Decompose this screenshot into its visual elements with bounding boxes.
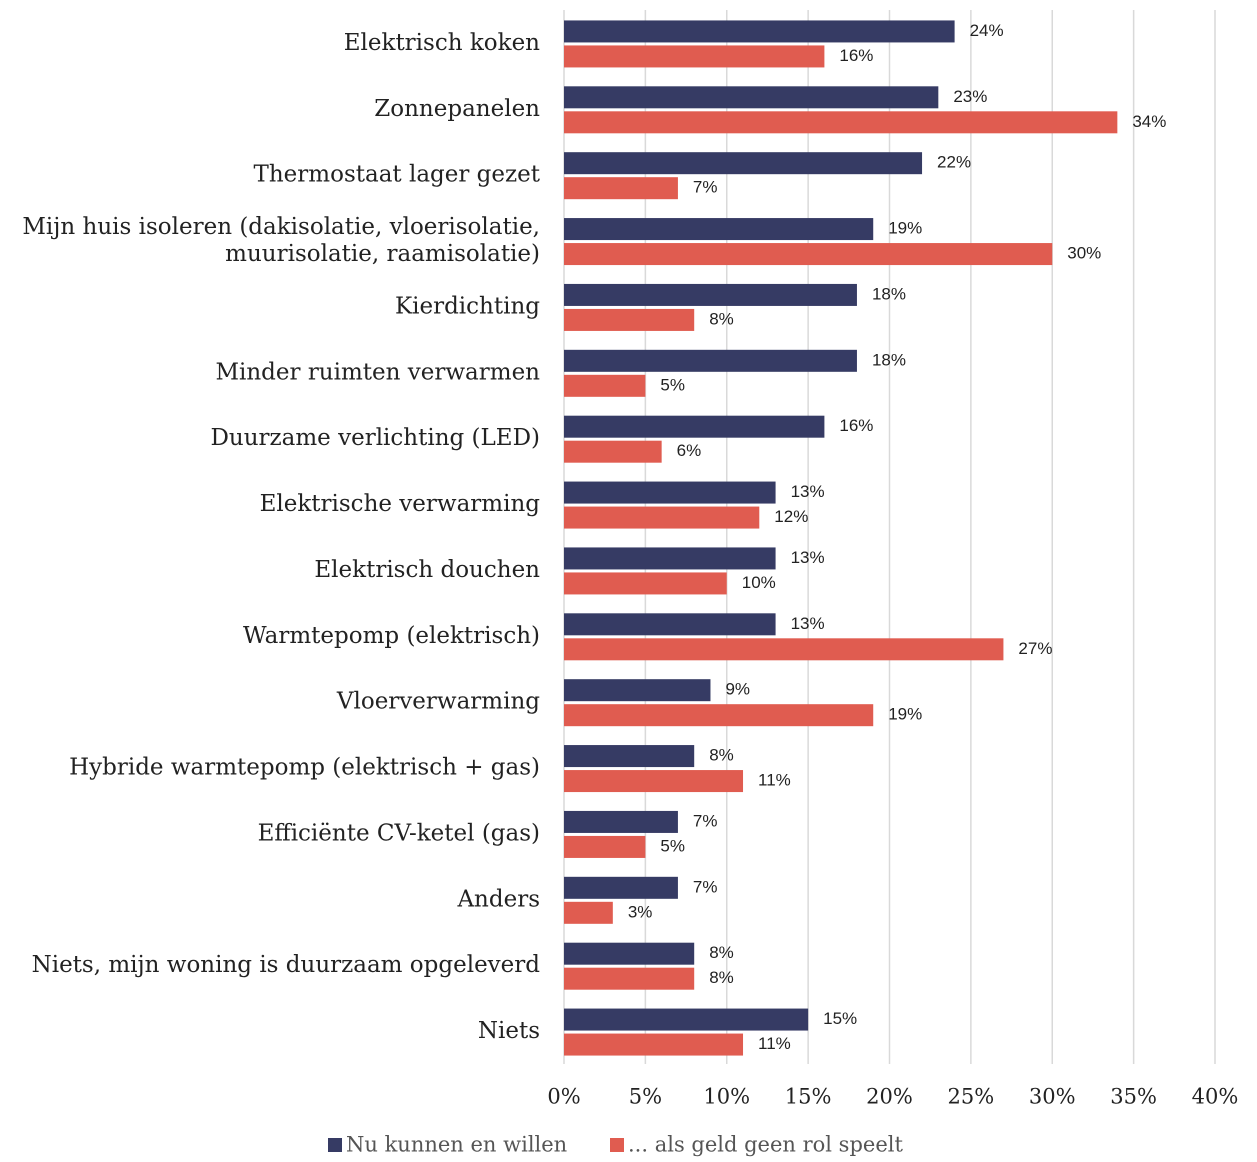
bar <box>564 415 825 438</box>
x-tick-label: 15% <box>785 1085 832 1109</box>
category-label: Minder ruimten verwarmen <box>215 359 540 385</box>
category-label: Mijn huis isoleren (dakisolatie, vloeris… <box>22 214 540 267</box>
x-tick-label: 5% <box>629 1085 662 1109</box>
value-label: 30% <box>1067 244 1101 263</box>
bar <box>564 349 857 372</box>
bar <box>564 572 727 595</box>
x-tick-label: 20% <box>866 1085 913 1109</box>
category-label: Warmtepomp (elektrisch) <box>243 623 540 649</box>
value-label: 23% <box>953 87 987 106</box>
value-label: 24% <box>970 21 1004 40</box>
category-label: Thermostaat lager gezet <box>254 162 541 188</box>
bar <box>564 876 678 899</box>
bar <box>564 967 695 990</box>
category-label: Niets, mijn woning is duurzaam opgelever… <box>32 952 541 978</box>
legend-swatch <box>328 1138 342 1152</box>
category-label: Anders <box>456 886 540 912</box>
bar <box>564 901 613 924</box>
bar <box>564 440 662 463</box>
bar <box>564 704 874 727</box>
value-label: 11% <box>758 771 791 790</box>
value-label: 22% <box>937 153 971 172</box>
value-label: 16% <box>839 46 873 65</box>
bar <box>564 152 923 175</box>
bar <box>564 20 955 43</box>
value-label: 8% <box>709 943 734 962</box>
category-label: Duurzame verlichting (LED) <box>210 425 540 451</box>
bar <box>564 374 646 397</box>
value-label: 18% <box>872 284 906 303</box>
bar <box>564 835 646 858</box>
x-tick-label: 10% <box>703 1085 750 1109</box>
category-label: Kierdichting <box>395 293 540 319</box>
value-label: 10% <box>742 573 776 592</box>
bar <box>564 810 678 833</box>
bar <box>564 547 776 570</box>
value-label: 27% <box>1018 639 1052 658</box>
category-label: Efficiënte CV-ketel (gas) <box>258 820 540 846</box>
bar <box>564 481 776 504</box>
category-label: Vloerverwarming <box>336 689 540 715</box>
bar <box>564 770 744 793</box>
value-label: 5% <box>660 375 685 394</box>
x-tick-label: 40% <box>1192 1085 1239 1109</box>
category-label: Elektrische verwarming <box>260 491 541 517</box>
category-label: Elektrisch douchen <box>314 557 540 583</box>
value-label: 7% <box>693 811 718 830</box>
value-label: 13% <box>791 482 825 501</box>
value-label: 8% <box>709 746 734 765</box>
bar <box>564 942 695 965</box>
x-tick-label: 0% <box>547 1085 580 1109</box>
x-tick-label: 35% <box>1110 1085 1157 1109</box>
value-label: 34% <box>1132 112 1166 131</box>
value-label: 19% <box>888 705 922 724</box>
value-label: 15% <box>823 1009 857 1028</box>
bar <box>564 308 695 331</box>
bar <box>564 111 1118 134</box>
bar <box>564 243 1053 266</box>
bar <box>564 745 695 768</box>
category-label: Hybride warmtepomp (elektrisch + gas) <box>69 755 540 781</box>
bar <box>564 45 825 68</box>
bar <box>564 506 760 529</box>
x-tick-label: 25% <box>948 1085 995 1109</box>
value-label: 8% <box>709 968 734 987</box>
category-label: Elektrisch koken <box>344 30 540 56</box>
bar <box>564 638 1004 661</box>
legend-swatch <box>610 1138 624 1152</box>
category-label: Niets <box>478 1018 540 1044</box>
bar <box>564 86 939 109</box>
value-label: 12% <box>774 507 808 526</box>
bar <box>564 679 711 702</box>
bar <box>564 177 678 200</box>
value-label: 6% <box>677 441 702 460</box>
bar <box>564 613 776 636</box>
bar <box>564 1033 744 1056</box>
value-label: 13% <box>791 548 825 567</box>
category-label: Zonnepanelen <box>374 96 540 122</box>
legend-label: Nu kunnen en willen <box>346 1133 567 1157</box>
legend-label: ... als geld geen rol speelt <box>628 1133 903 1157</box>
value-label: 9% <box>725 680 750 699</box>
value-label: 7% <box>693 877 718 896</box>
value-label: 13% <box>791 614 825 633</box>
value-label: 11% <box>758 1034 791 1053</box>
value-label: 5% <box>660 836 685 855</box>
value-label: 8% <box>709 309 734 328</box>
value-label: 19% <box>888 219 922 238</box>
bar <box>564 1008 809 1031</box>
bar <box>564 283 857 306</box>
value-label: 18% <box>872 350 906 369</box>
bar <box>564 218 874 241</box>
x-tick-label: 30% <box>1029 1085 1076 1109</box>
value-label: 16% <box>839 416 873 435</box>
value-label: 3% <box>628 902 653 921</box>
value-label: 7% <box>693 178 718 197</box>
